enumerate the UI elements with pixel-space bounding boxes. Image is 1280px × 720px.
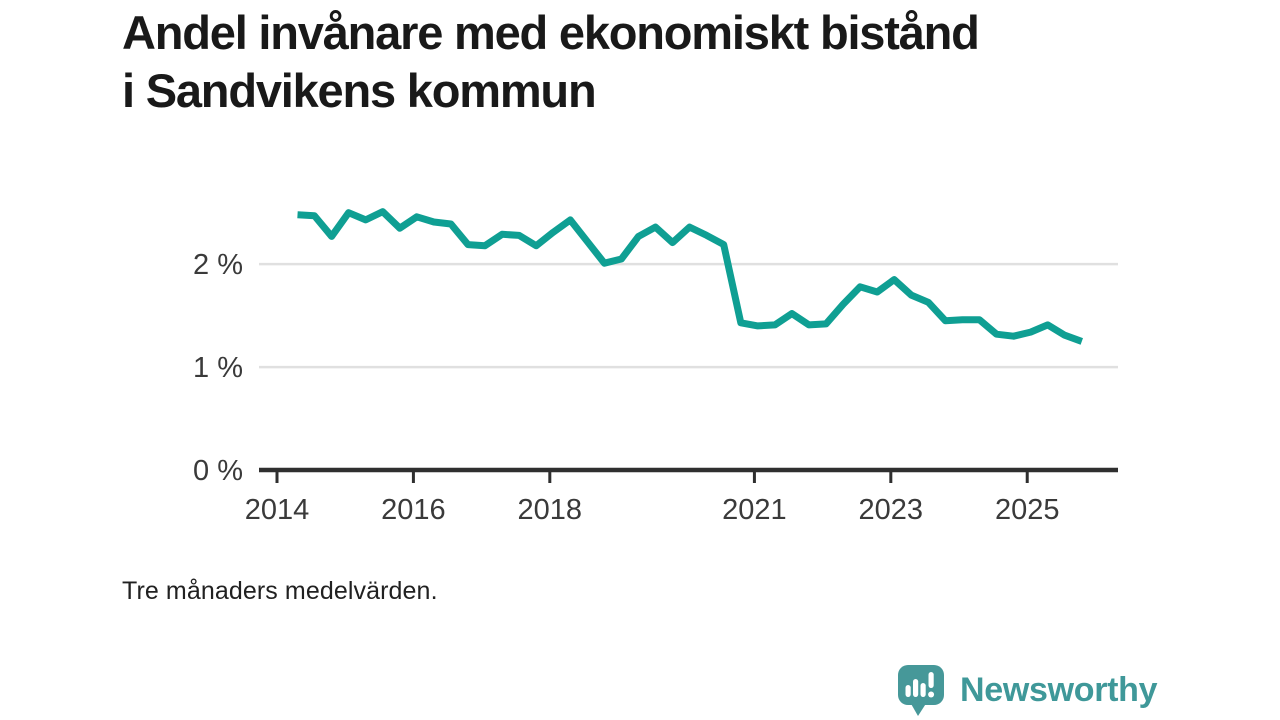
y-axis-tick-label: 0 % bbox=[193, 455, 243, 487]
x-axis-tick-label: 2023 bbox=[859, 494, 924, 526]
newsworthy-wordmark: Newsworthy bbox=[960, 671, 1158, 709]
y-axis-tick-label: 1 % bbox=[193, 352, 243, 384]
x-axis-tick-label: 2016 bbox=[381, 494, 446, 526]
x-axis-tick-label: 2021 bbox=[722, 494, 787, 526]
x-axis-tick-label: 2014 bbox=[245, 494, 310, 526]
chart-title: Andel invånare med ekonomiskt bistånd i … bbox=[122, 6, 980, 117]
chart-footnote: Tre månaders medelvärden. bbox=[122, 577, 438, 605]
newsworthy-logo: Newsworthy bbox=[897, 664, 1158, 717]
newsworthy-speech-bubble-chart-icon bbox=[898, 665, 944, 716]
x-axis-tick-label: 2018 bbox=[518, 494, 583, 526]
x-axis-tick-label: 2025 bbox=[995, 494, 1060, 526]
y-axis-tick-label: 2 % bbox=[193, 249, 243, 281]
